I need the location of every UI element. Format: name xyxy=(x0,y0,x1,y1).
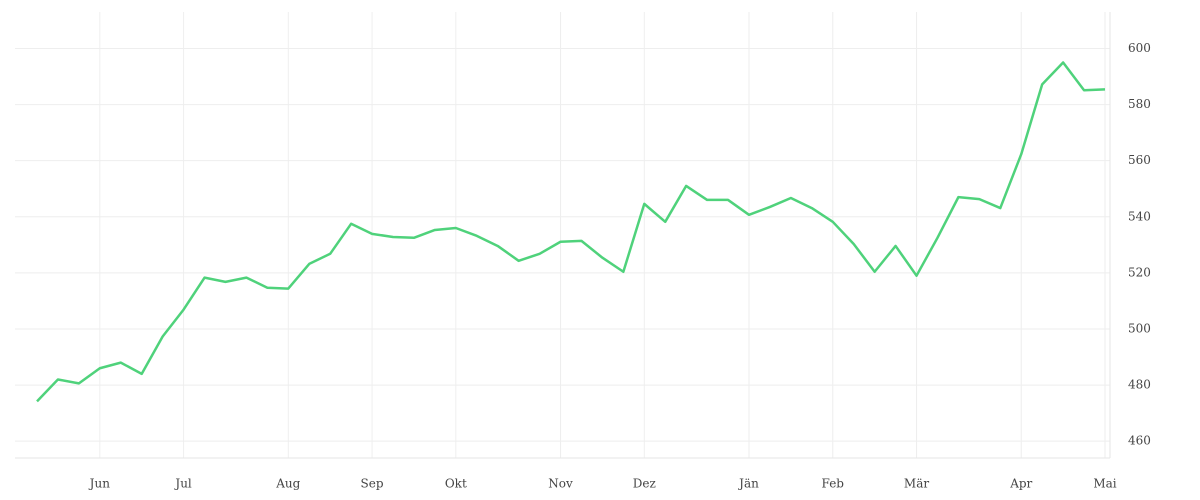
x-tick-label: Dez xyxy=(633,477,656,491)
x-tick-label: Mai xyxy=(1093,477,1116,491)
x-tick-label: Feb xyxy=(822,477,845,491)
x-tick-label: Jän xyxy=(737,477,759,491)
y-tick-label: 600 xyxy=(1128,41,1151,55)
y-tick-label: 480 xyxy=(1128,378,1151,392)
x-tick-label: Jun xyxy=(88,477,111,491)
x-tick-label: Jul xyxy=(173,477,192,491)
x-tick-label: Apr xyxy=(1009,477,1032,491)
y-tick-label: 580 xyxy=(1128,97,1151,111)
y-tick-label: 460 xyxy=(1128,434,1151,448)
x-tick-label: Sep xyxy=(361,477,384,491)
x-tick-label: Nov xyxy=(548,477,573,491)
y-tick-label: 560 xyxy=(1128,153,1151,167)
y-tick-label: 520 xyxy=(1128,265,1151,279)
y-tick-label: 540 xyxy=(1128,209,1151,223)
x-tick-label: Okt xyxy=(445,477,467,491)
x-tick-label: Aug xyxy=(275,477,300,491)
y-tick-label: 500 xyxy=(1128,321,1151,335)
line-series xyxy=(36,61,1106,403)
x-tick-label: Mär xyxy=(904,477,929,491)
